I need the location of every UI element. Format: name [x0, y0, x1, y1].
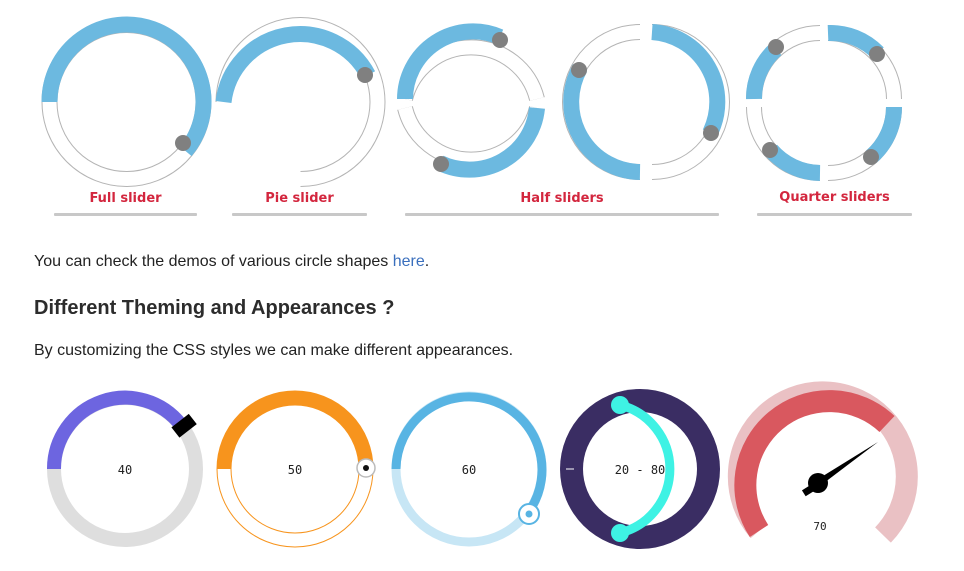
- theme-slider-5-needle-tail: [801, 482, 818, 497]
- theme-slider-5-needle[interactable]: [812, 442, 878, 492]
- quarter-range-br: [865, 106, 902, 164]
- caption-quarter-sliders: Quarter sliders: [779, 190, 890, 205]
- theme-slider-2[interactable]: 50: [216, 390, 376, 548]
- themed-sliders: 40 50 60 20 - 80 70: [46, 381, 918, 549]
- theme-slider-3-range: [391, 392, 547, 513]
- theming-heading: Different Theming and Appearances ?: [34, 297, 395, 319]
- theme-slider-5[interactable]: 70: [727, 381, 918, 543]
- caption-full-slider: Full slider: [89, 191, 162, 206]
- underline-half-sliders: [405, 213, 719, 216]
- demo-paragraph: You can check the demos of various circl…: [34, 253, 429, 271]
- shape-demos: [41, 16, 902, 187]
- theme-slider-3-handle-dot: [525, 510, 533, 518]
- pie-slider-range: [215, 26, 376, 104]
- half-slider-a[interactable]: [397, 23, 545, 178]
- quarter-range-bl: [764, 144, 821, 181]
- half-slider-a-handle-top[interactable]: [492, 32, 508, 48]
- demo-text: You can check the demos of various circl…: [34, 253, 393, 270]
- theme-slider-5-range: [734, 390, 895, 537]
- caption-half-sliders: Half sliders: [520, 191, 604, 206]
- quarter-handle-br[interactable]: [863, 149, 879, 165]
- theme-slider-4-handle-start[interactable]: [611, 396, 629, 414]
- theme-slider-4-inner: [583, 412, 697, 526]
- theme-slider-2-value: 50: [288, 463, 302, 477]
- full-slider-range: [41, 16, 212, 157]
- pie-slider-handle[interactable]: [357, 67, 373, 83]
- theme-slider-4-value: 20 - 80: [615, 463, 666, 477]
- theme-slider-2-handle-dot: [363, 465, 369, 471]
- demo-text-end: .: [424, 253, 430, 270]
- theme-slider-1[interactable]: 40: [46, 390, 203, 547]
- theme-slider-1-handle[interactable]: [171, 413, 197, 438]
- theme-slider-3[interactable]: 60: [391, 391, 547, 547]
- demo-link[interactable]: here: [392, 253, 425, 270]
- theming-paragraph: By customizing the CSS styles we can mak…: [34, 342, 514, 359]
- half-slider-a-range-top: [397, 23, 504, 100]
- theme-slider-1-value: 40: [118, 463, 132, 477]
- full-slider-handle[interactable]: [175, 135, 191, 151]
- underline-pie-slider: [232, 213, 367, 216]
- theme-slider-4-handle-end[interactable]: [611, 524, 629, 542]
- half-slider-a-handle-bottom[interactable]: [433, 156, 449, 172]
- theme-slider-2-range: [217, 391, 373, 470]
- quarter-handle-bl[interactable]: [762, 142, 778, 158]
- half-slider-b-range-left: [563, 64, 641, 180]
- half-slider-b-handle-right[interactable]: [703, 125, 719, 141]
- quarter-range-tl: [745, 43, 782, 100]
- theme-slider-1-range: [46, 390, 187, 470]
- half-slider-b-range-right: [651, 24, 726, 137]
- pie-slider[interactable]: [215, 17, 386, 187]
- quarter-handle-tr[interactable]: [869, 46, 885, 62]
- theme-slider-3-value: 60: [462, 463, 476, 477]
- half-slider-b-handle-left[interactable]: [571, 62, 587, 78]
- full-slider[interactable]: [41, 16, 212, 187]
- theme-slider-4[interactable]: 20 - 80: [560, 389, 720, 549]
- underline-quarter-sliders: [757, 213, 912, 216]
- theme-slider-5-value: 70: [813, 520, 826, 533]
- caption-pie-slider: Pie slider: [265, 191, 334, 206]
- half-slider-b[interactable]: [562, 24, 730, 180]
- half-slider-a-range-bottom: [436, 106, 545, 178]
- quarter-sliders[interactable]: [745, 24, 902, 181]
- underline-full-slider: [54, 213, 197, 216]
- quarter-handle-tl[interactable]: [768, 39, 784, 55]
- theme-slider-4-range: [618, 400, 675, 538]
